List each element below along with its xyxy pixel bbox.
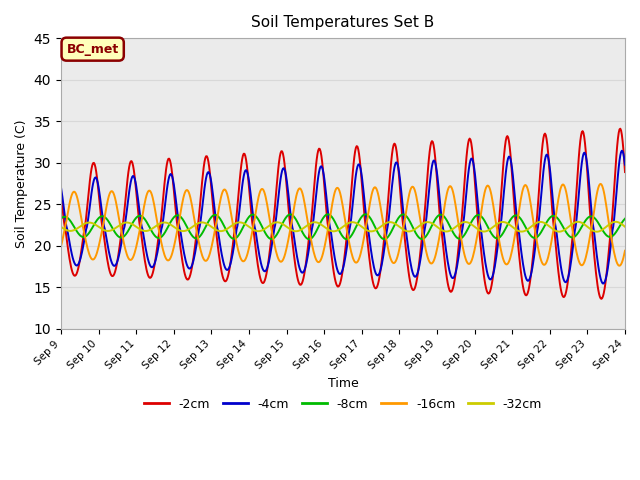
-16cm (67, 194, 75, 200)
-2cm (125, 164, 133, 170)
-2cm (67, 264, 75, 270)
-4cm (212, 219, 220, 225)
-32cm (612, 219, 620, 225)
-2cm (412, 283, 419, 289)
-4cm (57, 184, 65, 190)
-16cm (182, 187, 190, 193)
-16cm (125, 256, 133, 262)
Line: -2cm: -2cm (61, 129, 625, 299)
-4cm (618, 148, 626, 154)
-32cm (182, 228, 190, 233)
Y-axis label: Soil Temperature (C): Soil Temperature (C) (15, 120, 28, 248)
-8cm (125, 226, 133, 232)
-32cm (125, 220, 133, 226)
-16cm (57, 244, 65, 250)
-8cm (621, 216, 629, 222)
-2cm (57, 189, 65, 194)
-4cm (67, 248, 75, 254)
-2cm (182, 276, 190, 281)
-32cm (428, 220, 436, 226)
-2cm (616, 126, 624, 132)
-32cm (57, 224, 65, 229)
Line: -16cm: -16cm (61, 184, 625, 266)
Line: -32cm: -32cm (61, 222, 625, 232)
-32cm (212, 227, 220, 233)
-8cm (67, 219, 75, 225)
-4cm (428, 163, 436, 169)
-16cm (597, 181, 605, 187)
-8cm (212, 212, 220, 218)
-8cm (324, 211, 332, 217)
-8cm (429, 219, 437, 225)
-2cm (598, 296, 605, 302)
-8cm (182, 223, 190, 229)
-8cm (342, 236, 350, 242)
Line: -8cm: -8cm (61, 214, 625, 239)
Line: -4cm: -4cm (61, 151, 625, 284)
-32cm (412, 226, 419, 232)
Title: Soil Temperatures Set B: Soil Temperatures Set B (252, 15, 435, 30)
-32cm (67, 228, 75, 234)
-2cm (212, 230, 220, 236)
-4cm (599, 281, 607, 287)
X-axis label: Time: Time (328, 377, 358, 390)
-4cm (125, 189, 133, 195)
-4cm (412, 274, 419, 279)
-16cm (616, 263, 623, 269)
-8cm (57, 216, 65, 222)
-2cm (621, 169, 629, 175)
-2cm (428, 138, 436, 144)
-8cm (413, 232, 421, 238)
-16cm (428, 261, 436, 266)
-4cm (621, 162, 629, 168)
-32cm (593, 229, 600, 235)
-16cm (412, 190, 419, 196)
-16cm (212, 221, 220, 227)
-4cm (182, 261, 190, 266)
Legend: -2cm, -4cm, -8cm, -16cm, -32cm: -2cm, -4cm, -8cm, -16cm, -32cm (139, 393, 547, 416)
Text: BC_met: BC_met (67, 43, 119, 56)
-16cm (621, 248, 629, 253)
-32cm (621, 224, 629, 229)
